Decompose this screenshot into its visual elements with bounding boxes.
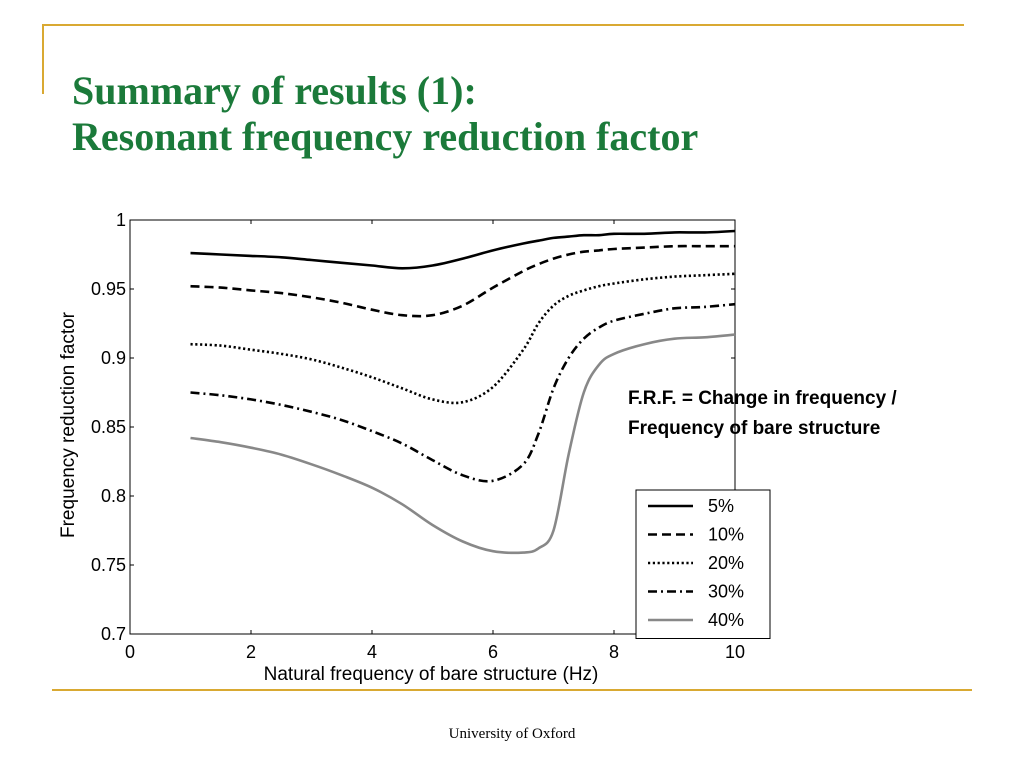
- legend-label: 10%: [708, 525, 744, 545]
- y-tick-label: 0.95: [91, 279, 126, 299]
- footer-institution: University of Oxford: [448, 726, 576, 742]
- series-line-5: [190, 333, 736, 555]
- legend-box: [635, 489, 771, 639]
- frf-definition-line1: F.R.F. = Change in frequency /: [628, 388, 897, 409]
- legend-label: 5%: [708, 496, 734, 516]
- legend-label: 40%: [708, 610, 744, 630]
- frame-top-line: [42, 24, 964, 26]
- legend-label: 30%: [708, 582, 744, 602]
- y-tick-label: 0.85: [91, 417, 126, 437]
- x-tick-label: 4: [367, 642, 377, 662]
- x-tick-label: 0: [125, 642, 135, 662]
- frame-left-line: [42, 24, 44, 94]
- x-tick-label: 2: [246, 642, 256, 662]
- y-tick-label: 1: [116, 210, 126, 230]
- y-tick-label: 0.9: [101, 348, 126, 368]
- y-axis-title: Frequency reduction factor: [58, 311, 79, 538]
- x-tick-label: 10: [725, 642, 745, 662]
- y-tick-label: 0.75: [91, 555, 126, 575]
- series-line-2: [190, 244, 735, 318]
- slide-title-line2: Resonant frequency reduction factor: [72, 114, 699, 159]
- frf-definition: F.R.F. = Change in frequency / Frequency…: [628, 384, 897, 444]
- series-line-1: [190, 229, 736, 270]
- y-tick-label: 0.7: [101, 624, 126, 644]
- y-tick-label: 0.8: [101, 486, 126, 506]
- x-tick-label: 8: [609, 642, 619, 662]
- slide-title: Summary of results (1): Resonant frequen…: [72, 68, 698, 160]
- x-axis-title: Natural frequency of bare structure (Hz): [264, 664, 599, 685]
- x-tick-label: 6: [488, 642, 498, 662]
- slide-title-line1: Summary of results (1):: [72, 68, 477, 113]
- frf-definition-line2: Frequency of bare structure: [628, 418, 881, 439]
- legend-label: 20%: [708, 553, 744, 573]
- frame-bottom-line: [52, 689, 972, 691]
- series-line-3: [190, 272, 736, 405]
